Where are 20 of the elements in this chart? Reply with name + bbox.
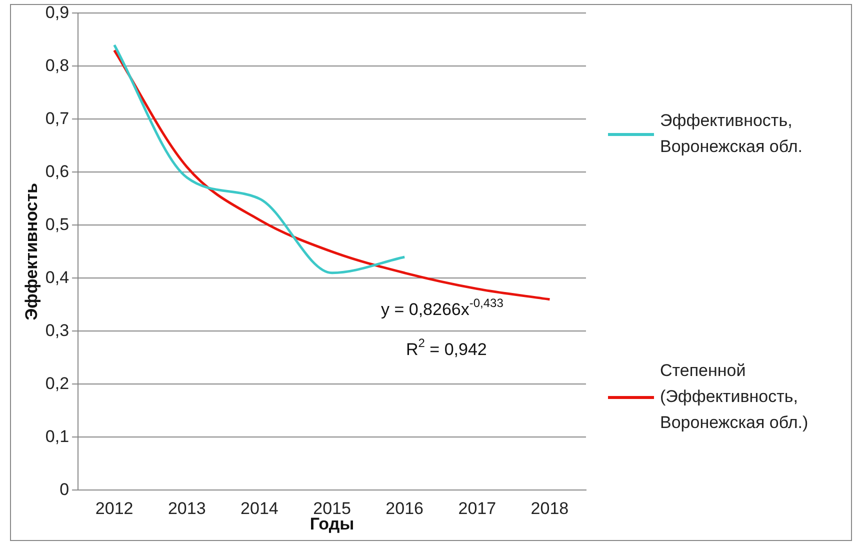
y-tick-label: 0,1: [45, 426, 70, 446]
y-tick-label: 0,4: [45, 268, 70, 287]
x-tick-label: 2012: [95, 499, 134, 518]
x-tick-label: 2014: [240, 499, 278, 518]
y-tick-label: 0,6: [45, 162, 70, 181]
y-tick-label: 0,9: [45, 2, 70, 22]
y-tick-label: 0,5: [45, 214, 70, 234]
x-tick-label: 2013: [168, 499, 206, 518]
legend-label: Степенной (Эффективность, Воронежская обл.): [660, 360, 810, 434]
line-series: [113, 44, 406, 274]
y-tick-label: 0,2: [45, 374, 70, 393]
x-tick-label: 2017: [458, 499, 496, 518]
y-tick-label: 0,7: [45, 108, 70, 128]
y-tick-label: 0,8: [45, 56, 70, 75]
y-tick-label: 0,3: [45, 320, 70, 340]
y-axis-title: Эффективность: [22, 182, 41, 320]
x-tick-label: 2018: [530, 499, 569, 518]
y-tick-label: 0: [60, 480, 70, 499]
legend-label: Эффективность, Воронежская обл.: [660, 110, 804, 158]
x-tick-label: 2016: [386, 499, 424, 518]
